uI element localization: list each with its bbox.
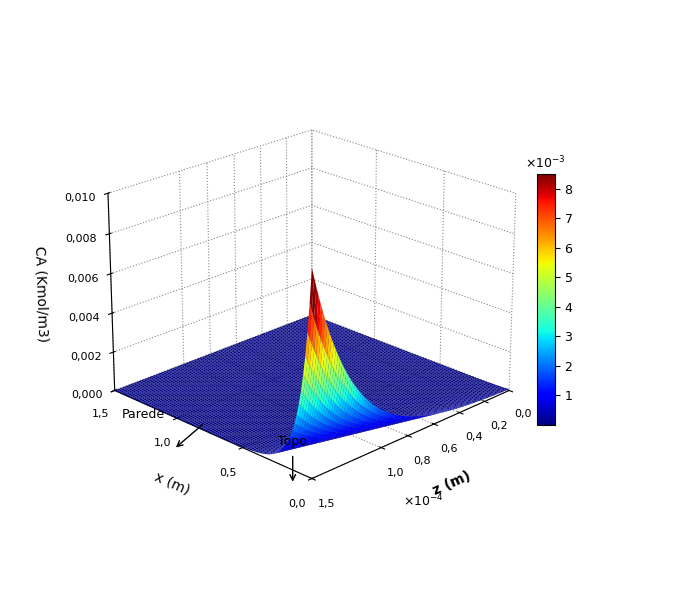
- Title: $\times 10^{-3}$: $\times 10^{-3}$: [525, 155, 566, 171]
- Text: $\times 10^{-4}$: $\times 10^{-4}$: [403, 493, 444, 509]
- X-axis label: z (m): z (m): [430, 468, 473, 498]
- Text: Topo: Topo: [278, 435, 307, 448]
- Text: Parede: Parede: [121, 409, 164, 422]
- Y-axis label: x (m): x (m): [153, 469, 192, 497]
